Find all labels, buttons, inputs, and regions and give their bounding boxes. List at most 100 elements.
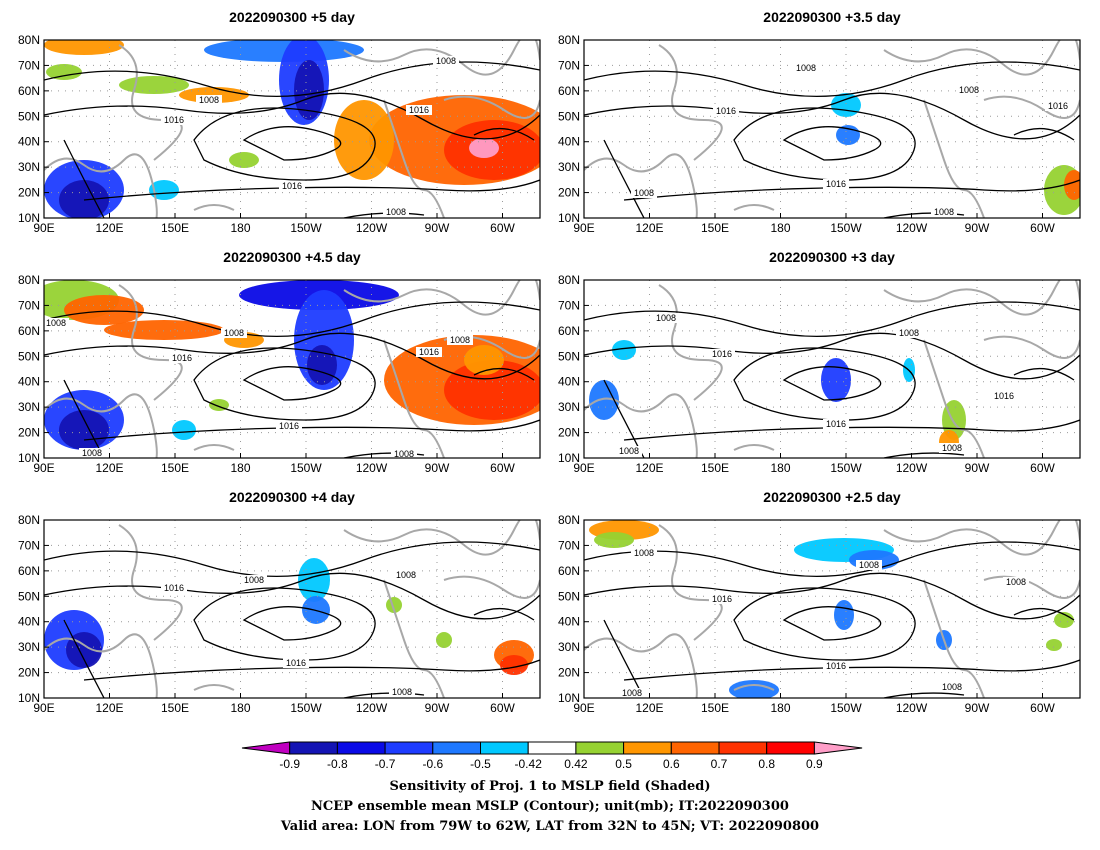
lon-tick-label: 150E: [701, 461, 729, 475]
contour-label-bg: [1045, 101, 1071, 111]
lat-tick-label: 30N: [18, 640, 40, 654]
lat-tick-label: 40N: [558, 615, 580, 629]
colorbar-tick-label: 0.5: [615, 757, 632, 771]
lat-tick-label: 70N: [558, 298, 580, 312]
sensitivity-shading: [444, 360, 540, 420]
lat-tick-label: 20N: [558, 186, 580, 200]
contour-label-bg: [391, 449, 417, 458]
contour-label-bg: [713, 106, 739, 116]
lon-tick-label: 180: [770, 221, 790, 235]
lon-tick-label: 180: [230, 221, 250, 235]
lon-tick-label: 60W: [1030, 461, 1055, 475]
colorbar-segment: [813, 741, 863, 755]
map-frame: [583, 39, 1081, 219]
contour-label: 1016: [282, 181, 302, 191]
mslp-contour: [603, 139, 645, 218]
lon-tick-label: 120E: [95, 701, 123, 715]
mslp-contour: [343, 692, 425, 698]
contour-label: 1016: [826, 419, 846, 429]
contour-label: 1008: [622, 688, 642, 698]
contour-label: 1016: [279, 421, 299, 431]
contour-label-bg: [196, 95, 222, 105]
lat-tick-label: 30N: [558, 640, 580, 654]
sensitivity-shading: [1046, 639, 1062, 651]
mslp-contour: [584, 301, 1080, 338]
sensitivity-shading: [1054, 612, 1074, 628]
map-panel: 1008 1008 1016 1016 1016 1008 1008 2022090300 +…: [558, 249, 1081, 475]
sensitivity-shading: [229, 152, 259, 168]
coastline: [193, 204, 235, 211]
sensitivity-shading: [612, 340, 636, 360]
sensitivity-shading: [469, 138, 499, 158]
contour-label-bg: [383, 207, 409, 217]
contour-label-bg: [856, 560, 882, 570]
lon-tick-label: 120E: [635, 701, 663, 715]
lat-tick-label: 30N: [558, 160, 580, 174]
contour-label: 1016: [826, 661, 846, 671]
panel-title: 2022090300 +2.5 day: [763, 489, 901, 505]
lat-tick-label: 40N: [558, 135, 580, 149]
contour-label: 1016: [712, 349, 732, 359]
mslp-contour: [883, 452, 965, 458]
lon-tick-label: 120W: [896, 701, 928, 715]
panel-title: 2022090300 +4.5 day: [223, 249, 361, 265]
panel-title: 2022090300 +5 day: [229, 9, 355, 25]
lat-tick-label: 80N: [18, 513, 40, 527]
lat-tick-label: 10N: [18, 451, 40, 465]
mslp-contour: [883, 692, 965, 698]
lat-tick-label: 40N: [18, 615, 40, 629]
panel-title: 2022090300 +3 day: [769, 249, 895, 265]
contour-label: 1008: [82, 448, 102, 458]
lat-tick-label: 40N: [18, 135, 40, 149]
mslp-contour: [63, 619, 105, 698]
mslp-contour: [83, 179, 540, 201]
lon-tick-label: 120W: [356, 461, 388, 475]
contour-label-bg: [1003, 577, 1029, 587]
contour-label: 1008: [450, 335, 470, 345]
coastline: [193, 444, 235, 451]
caption-line-3: Valid area: LON from 79W to 62W, LAT fro…: [280, 819, 819, 834]
contour-label: 1008: [656, 313, 676, 323]
mslp-contour: [83, 659, 540, 681]
lon-tick-label: 120E: [95, 461, 123, 475]
mslp-contour: [63, 139, 105, 218]
mslp-contour: [242, 606, 342, 641]
contour-label-bg: [79, 448, 105, 458]
colorbar-segment: [575, 741, 625, 755]
contour-label-bg: [823, 661, 849, 671]
contour-label: 1016: [826, 179, 846, 189]
contour-label: 1008: [942, 443, 962, 453]
colorbar-segment: [480, 741, 529, 755]
contour-label: 1008: [899, 328, 919, 338]
contour-label-bg: [221, 328, 247, 338]
coastline: [733, 204, 775, 211]
colorbar: -0.9 -0.8 -0.7 -0.6 -0.5 -0.42 0.42 0.5 0.6 0.7 0.…: [241, 741, 863, 771]
contour-label-bg: [406, 105, 432, 115]
contour-label-bg: [447, 335, 473, 345]
lat-tick-label: 10N: [558, 451, 580, 465]
coastline: [383, 339, 445, 458]
map-panel: 1008 1016 1008 1016 1008 2022090300 +4 day 80N…: [18, 489, 541, 715]
lon-tick-label: 150W: [830, 461, 862, 475]
coastline: [923, 339, 985, 458]
lat-tick-label: 70N: [558, 538, 580, 552]
lat-tick-label: 60N: [558, 564, 580, 578]
mslp-contour: [242, 366, 342, 401]
sensitivity-shading: [172, 420, 196, 440]
contour-label: 1016: [164, 583, 184, 593]
lat-tick-label: 80N: [558, 33, 580, 47]
lat-tick-label: 80N: [18, 33, 40, 47]
contour-label-bg: [161, 115, 187, 125]
contour-label-bg: [931, 207, 957, 217]
figure-caption: Sensitivity of Proj. 1 to MSLP field (Sh…: [280, 779, 819, 834]
colorbar-tick-label: -0.42: [515, 757, 543, 771]
lat-tick-label: 60N: [18, 564, 40, 578]
lon-tick-label: 60W: [1030, 221, 1055, 235]
caption-line-1: Sensitivity of Proj. 1 to MSLP field (Sh…: [389, 779, 710, 794]
lon-tick-label: 180: [230, 461, 250, 475]
lat-tick-label: 60N: [558, 324, 580, 338]
coastline: [923, 99, 985, 218]
contour-label: 1008: [396, 570, 416, 580]
map-frame: [43, 39, 541, 219]
sensitivity-shading: [59, 410, 109, 450]
